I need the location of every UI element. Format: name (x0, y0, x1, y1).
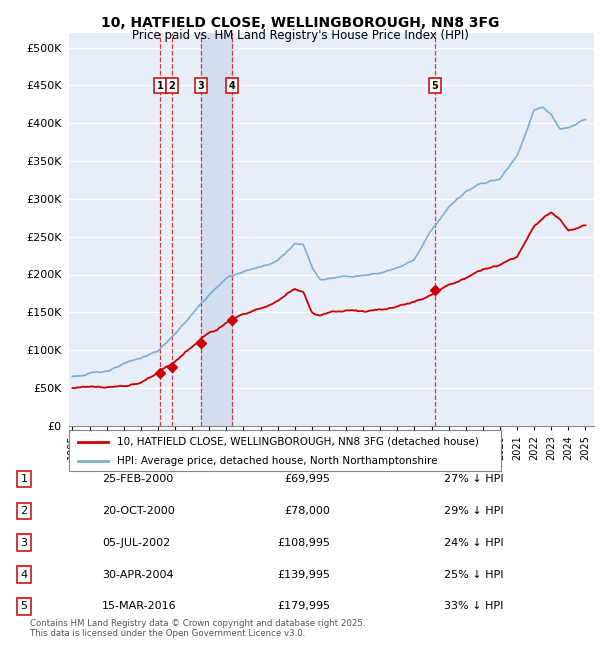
Text: 25-FEB-2000: 25-FEB-2000 (102, 474, 173, 484)
Text: £179,995: £179,995 (277, 601, 330, 612)
Text: 1: 1 (20, 474, 28, 484)
Text: 24% ↓ HPI: 24% ↓ HPI (444, 538, 503, 548)
Text: £69,995: £69,995 (284, 474, 330, 484)
Text: 29% ↓ HPI: 29% ↓ HPI (444, 506, 503, 516)
Text: 33% ↓ HPI: 33% ↓ HPI (444, 601, 503, 612)
Text: 3: 3 (20, 538, 28, 548)
Text: HPI: Average price, detached house, North Northamptonshire: HPI: Average price, detached house, Nort… (116, 456, 437, 466)
Text: 20-OCT-2000: 20-OCT-2000 (102, 506, 175, 516)
Text: 05-JUL-2002: 05-JUL-2002 (102, 538, 170, 548)
Text: 10, HATFIELD CLOSE, WELLINGBOROUGH, NN8 3FG (detached house): 10, HATFIELD CLOSE, WELLINGBOROUGH, NN8 … (116, 437, 478, 447)
Text: 5: 5 (20, 601, 28, 612)
Text: Price paid vs. HM Land Registry's House Price Index (HPI): Price paid vs. HM Land Registry's House … (131, 29, 469, 42)
Text: 5: 5 (431, 81, 439, 90)
Bar (201, 32, 232, 426)
Text: 2: 2 (168, 81, 175, 90)
Text: 10, HATFIELD CLOSE, WELLINGBOROUGH, NN8 3FG: 10, HATFIELD CLOSE, WELLINGBOROUGH, NN8 … (101, 16, 499, 31)
Text: 1: 1 (157, 81, 164, 90)
Text: Contains HM Land Registry data © Crown copyright and database right 2025.
This d: Contains HM Land Registry data © Crown c… (30, 619, 365, 638)
Text: 2: 2 (20, 506, 28, 516)
Text: 25% ↓ HPI: 25% ↓ HPI (444, 569, 503, 580)
Text: £139,995: £139,995 (277, 569, 330, 580)
Text: 27% ↓ HPI: 27% ↓ HPI (444, 474, 503, 484)
Text: 30-APR-2004: 30-APR-2004 (102, 569, 173, 580)
Text: £78,000: £78,000 (284, 506, 330, 516)
Text: 4: 4 (229, 81, 235, 90)
Text: £108,995: £108,995 (277, 538, 330, 548)
Text: 3: 3 (197, 81, 204, 90)
Text: 4: 4 (20, 569, 28, 580)
Text: 15-MAR-2016: 15-MAR-2016 (102, 601, 176, 612)
